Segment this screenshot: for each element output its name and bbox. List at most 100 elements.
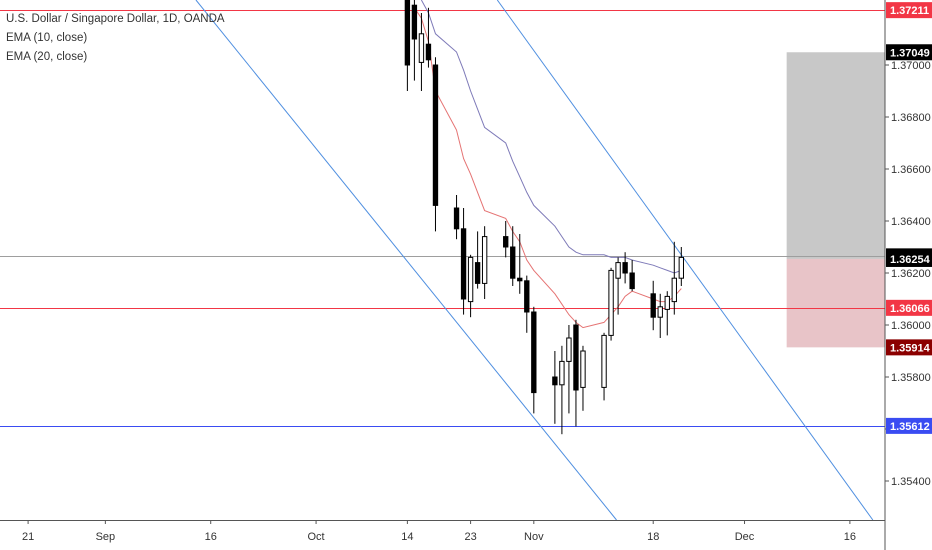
candle-body-down bbox=[460, 228, 467, 300]
candle-body-up bbox=[481, 236, 488, 284]
candle[interactable] bbox=[411, 0, 418, 81]
time-tick-label: 16 bbox=[844, 531, 856, 543]
time-tick-label: 21 bbox=[22, 531, 34, 543]
candle[interactable] bbox=[573, 319, 579, 427]
candle[interactable] bbox=[664, 291, 670, 336]
hline-label-resistance-text: 1.37211 bbox=[890, 5, 929, 17]
candle[interactable] bbox=[678, 247, 684, 286]
candle-body-up bbox=[566, 337, 572, 362]
price-tick-label: 1.36000 bbox=[891, 320, 931, 332]
candle-body-down bbox=[425, 43, 432, 61]
hline-label-resistance[interactable]: 1.37211 bbox=[886, 2, 932, 19]
candle[interactable] bbox=[622, 252, 628, 284]
symbol-title[interactable]: U.S. Dollar / Singapore Dollar, 1D, OAND… bbox=[6, 13, 225, 25]
hline-label-support[interactable]: 1.36066 bbox=[886, 299, 932, 316]
label-stop[interactable]: 1.35914 bbox=[886, 339, 932, 356]
candle[interactable] bbox=[425, 7, 432, 68]
candle-body-down bbox=[503, 236, 509, 248]
candle[interactable] bbox=[615, 257, 621, 315]
candle-body-down bbox=[650, 293, 656, 318]
hline-label-target-text: 1.35612 bbox=[890, 421, 930, 433]
candle-body-down bbox=[432, 64, 439, 206]
hline-label-target[interactable]: 1.35612 bbox=[886, 417, 932, 434]
candle-body-down bbox=[573, 324, 579, 391]
candle-body-down bbox=[411, 4, 418, 40]
candle-body-up bbox=[608, 269, 614, 336]
channel-lines bbox=[195, 0, 874, 521]
candle[interactable] bbox=[650, 280, 656, 331]
ema-lines bbox=[413, 0, 682, 329]
position-box bbox=[786, 52, 885, 348]
candle[interactable] bbox=[510, 226, 516, 286]
candle-body-up bbox=[601, 334, 607, 388]
candle-body-up bbox=[657, 306, 663, 318]
candle-body-down bbox=[524, 280, 530, 313]
candle[interactable] bbox=[467, 254, 474, 318]
time-tick-label: 18 bbox=[647, 531, 659, 543]
label-target[interactable]: 1.37049 bbox=[886, 44, 932, 61]
candle[interactable] bbox=[418, 13, 425, 91]
time-tick-label: Nov bbox=[524, 531, 544, 543]
candle[interactable] bbox=[608, 267, 614, 341]
time-tick-label: 16 bbox=[205, 531, 217, 543]
price-tick-label: 1.36400 bbox=[891, 216, 931, 228]
candle-body-up bbox=[418, 33, 425, 63]
candle[interactable] bbox=[531, 306, 537, 414]
candle[interactable] bbox=[657, 293, 663, 338]
candle-body-down bbox=[474, 262, 481, 284]
candle[interactable] bbox=[453, 195, 460, 240]
position-box-profit[interactable] bbox=[786, 52, 885, 259]
candle-body-up bbox=[671, 277, 677, 303]
label-stop-bg bbox=[886, 339, 932, 356]
candle[interactable] bbox=[474, 231, 481, 289]
axis-corner-box[interactable] bbox=[886, 521, 932, 550]
candle[interactable] bbox=[460, 208, 467, 315]
candle-body-down bbox=[517, 277, 523, 282]
ema10-legend[interactable]: EMA (10, close) bbox=[6, 32, 88, 44]
price-tick-label: 1.36800 bbox=[891, 112, 931, 124]
price-tick-label: 1.36600 bbox=[891, 164, 931, 176]
ema20-legend[interactable]: EMA (20, close) bbox=[6, 51, 88, 63]
candle-body-up bbox=[467, 256, 474, 303]
channel-upper[interactable] bbox=[496, 0, 874, 521]
candle[interactable] bbox=[566, 325, 572, 414]
candle[interactable] bbox=[580, 345, 586, 411]
label-entry-text: 1.36254 bbox=[890, 254, 931, 266]
price-axis[interactable] bbox=[885, 0, 932, 550]
candle[interactable] bbox=[601, 332, 607, 401]
candle[interactable] bbox=[404, 0, 411, 91]
candle[interactable] bbox=[559, 345, 565, 435]
channel-lower[interactable] bbox=[195, 0, 617, 521]
price-tick-label: 1.35800 bbox=[891, 372, 931, 384]
label-stop-text: 1.35914 bbox=[890, 342, 931, 354]
horizontal-lines bbox=[0, 10, 885, 427]
candle[interactable] bbox=[503, 221, 509, 258]
hline-label-support-text: 1.36066 bbox=[890, 303, 930, 315]
label-target-text: 1.37049 bbox=[890, 47, 930, 59]
hline-label-target-bg bbox=[886, 417, 932, 434]
time-axis[interactable] bbox=[0, 520, 932, 550]
ema10-line[interactable] bbox=[413, 7, 682, 329]
label-entry[interactable]: 1.36254 bbox=[886, 250, 932, 267]
candle[interactable] bbox=[517, 234, 523, 294]
time-tick-label: Oct bbox=[308, 531, 325, 543]
candle[interactable] bbox=[432, 57, 439, 232]
candle[interactable] bbox=[552, 351, 558, 424]
candle[interactable] bbox=[671, 241, 677, 315]
position-box-loss[interactable] bbox=[786, 258, 885, 348]
time-tick-label: 23 bbox=[464, 531, 476, 543]
label-entry-bg bbox=[886, 250, 932, 267]
candle-body-up bbox=[580, 350, 586, 388]
ema20-line[interactable] bbox=[420, 0, 682, 274]
candle-body-down bbox=[510, 246, 516, 279]
candle[interactable] bbox=[524, 275, 530, 333]
candle-body-down bbox=[453, 207, 460, 230]
time-tick-label: Sep bbox=[96, 531, 116, 543]
candles bbox=[404, 0, 684, 435]
candle[interactable] bbox=[481, 226, 488, 299]
candle-body-down bbox=[629, 272, 635, 290]
candle[interactable] bbox=[629, 260, 635, 292]
price-tick-label: 1.35400 bbox=[891, 476, 931, 488]
